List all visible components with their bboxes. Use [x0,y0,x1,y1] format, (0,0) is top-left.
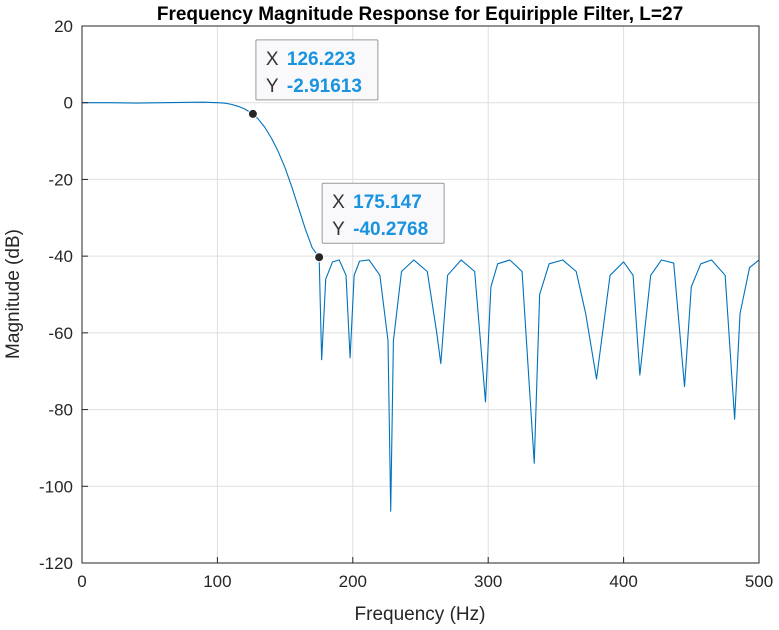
x-tick-label: 200 [339,572,367,591]
datatip-y-value: -40.2768 [353,219,428,240]
y-axis-label: Magnitude (dB) [3,229,24,359]
x-tick-label: 300 [474,572,502,591]
x-tick-label: 0 [77,572,86,591]
x-tick-label: 400 [609,572,637,591]
axes-box [81,25,760,564]
datatip-y-key: Y [332,219,345,240]
datatip-marker[interactable] [247,108,258,119]
x-tick-label: 500 [745,572,773,591]
y-tick-label: 20 [54,17,73,36]
y-tick-label: -40 [48,247,73,266]
x-tick-label: 100 [203,572,231,591]
datatips: X 126.223 Y -2.91613 X 175.147 Y -40.2768 [247,39,445,263]
y-tick-label: -20 [48,170,73,189]
x-axis-label: Frequency (Hz) [355,604,486,625]
datatip-x-value: 175.147 [353,192,422,213]
ticks: 0 100 200 300 400 500 -120 -100 -80 -60 -40 -20 0 20 [39,17,773,591]
datatip-box [321,182,445,244]
y-tick-label: -60 [48,324,73,343]
y-tick-label: -120 [39,554,73,573]
datatip-x-key: X [332,192,345,213]
y-tick-label: -80 [48,401,73,420]
plot-area [82,26,759,563]
datatip-x-key: X [266,49,279,70]
y-tick-label: -100 [39,477,73,496]
datatip-y-key: Y [266,76,279,97]
y-tick-label: 0 [64,94,73,113]
datatip-y-value: -2.91613 [287,76,362,97]
datatip-box [255,39,379,101]
datatip-x-value: 126.223 [287,49,356,70]
chart-title: Frequency Magnitude Response for Equirip… [157,4,683,25]
datatip-marker[interactable] [314,252,325,263]
